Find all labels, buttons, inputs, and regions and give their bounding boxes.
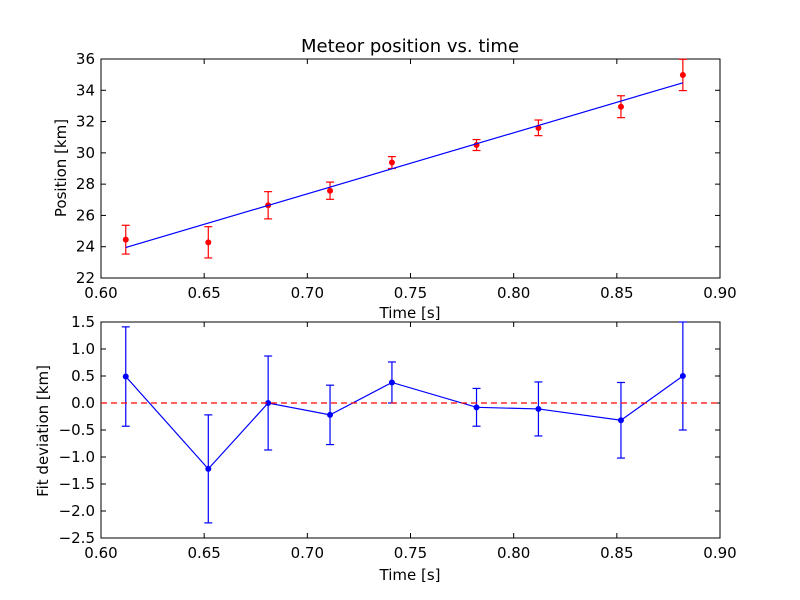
deviation-y-tick-label: 1.5	[71, 313, 95, 331]
deviation-data-point	[327, 411, 334, 418]
deviation-plot: 0.60 0.65 0.70 0.75 0.80 0.85 0.90 −2.5 −2.0 −1.5…	[59, 313, 737, 562]
deviation-y-tick-label: −0.5	[59, 421, 95, 439]
position-x-axis-label: Time [s]	[379, 304, 441, 322]
position-x-tick-label: 0.70	[291, 284, 324, 302]
position-y-tick-label: 32	[76, 113, 95, 131]
deviation-y-tick-label: 0.0	[71, 394, 95, 412]
deviation-x-tick-label: 0.75	[394, 544, 427, 562]
deviation-x-tick-label: 0.85	[600, 544, 633, 562]
deviation-deviation-line	[125, 375, 684, 470]
deviation-x-tick-label: 0.65	[187, 544, 220, 562]
position-x-tick-label: 0.65	[187, 284, 220, 302]
deviation-x-tick-label: 0.60	[84, 544, 117, 562]
deviation-x-axis-label: Time [s]	[379, 566, 441, 584]
position-data-point	[122, 236, 129, 243]
position-y-tick-label: 34	[76, 81, 95, 99]
position-x-tick-label: 0.85	[600, 284, 633, 302]
deviation-data-point	[473, 404, 480, 411]
deviation-data-point	[388, 379, 395, 386]
position-data-point	[617, 103, 624, 110]
deviation-y-tick-label: −1.0	[59, 448, 95, 466]
position-x-tick-label: 0.60	[84, 284, 117, 302]
deviation-data-point	[122, 373, 129, 380]
deviation-y-tick-label: 1.0	[71, 340, 95, 358]
position-y-tick-label: 30	[76, 144, 95, 162]
chart-title: Meteor position vs. time	[301, 36, 519, 57]
position-axes-frame	[100, 58, 721, 279]
position-y-tick-label: 26	[76, 206, 95, 224]
deviation-x-tick-label: 0.70	[291, 544, 324, 562]
position-data-point	[205, 239, 212, 246]
deviation-data-point	[205, 465, 212, 472]
position-plot: 0.60 0.65 0.70 0.75 0.80 0.85 0.90 22 24 26 28 30 32…	[76, 50, 737, 302]
deviation-y-tick-label: −2.5	[59, 529, 95, 547]
position-y-tick-label: 22	[76, 269, 95, 287]
deviation-data-point	[617, 417, 624, 424]
position-y-tick-label: 36	[76, 50, 95, 68]
deviation-y-tick-label: 0.5	[71, 367, 95, 385]
position-y-tick-label: 24	[76, 238, 95, 256]
position-data-point	[327, 187, 334, 194]
position-data-point	[679, 71, 686, 78]
position-x-tick-label: 0.80	[497, 284, 530, 302]
deviation-y-tick-label: −1.5	[59, 475, 95, 493]
deviation-y-tick-label: −2.0	[59, 502, 95, 520]
position-data-point	[388, 159, 395, 166]
position-y-tick-label: 28	[76, 175, 95, 193]
position-x-tick-label: 0.90	[703, 284, 736, 302]
deviation-data-point	[535, 405, 542, 412]
position-y-axis-label: Position [km]	[52, 119, 70, 217]
deviation-x-tick-label: 0.80	[497, 544, 530, 562]
deviation-axes-frame	[100, 321, 721, 539]
deviation-data-point	[679, 373, 686, 379]
deviation-y-axis-label: Fit deviation [km]	[34, 365, 52, 497]
deviation-x-tick-label: 0.90	[703, 544, 736, 562]
position-fit-line	[125, 82, 684, 249]
position-x-tick-label: 0.75	[394, 284, 427, 302]
